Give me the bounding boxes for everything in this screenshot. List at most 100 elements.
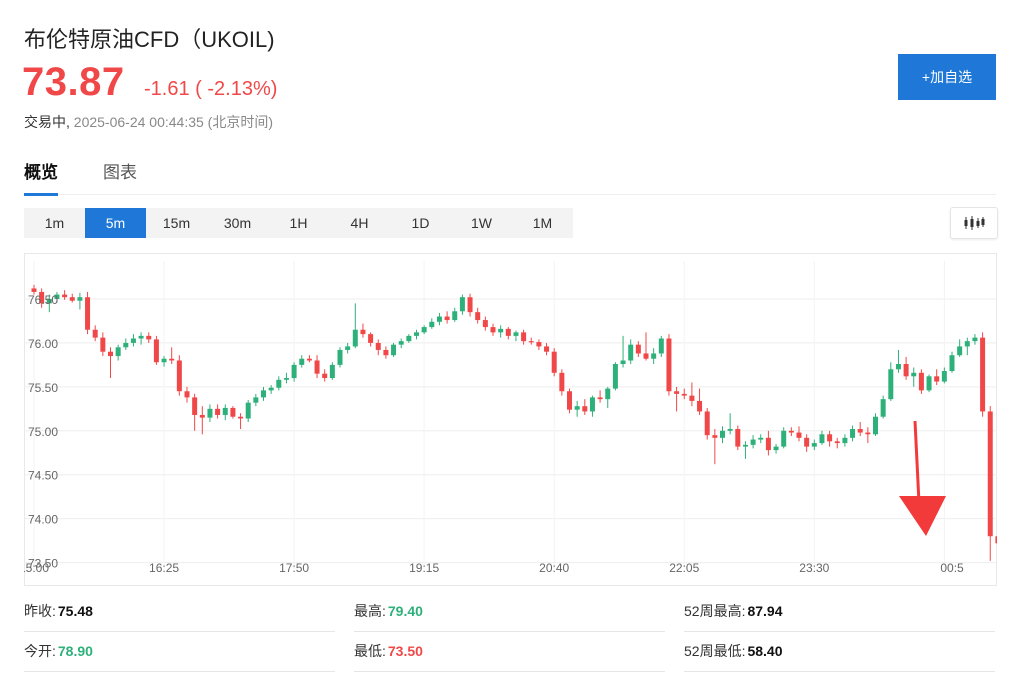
candle-body: [108, 351, 113, 357]
down-arrow-shaft: [913, 420, 921, 504]
candle-body: [551, 351, 557, 373]
candle-body: [115, 347, 121, 357]
candle-body: [490, 327, 496, 333]
stat-value: 78.90: [57, 643, 93, 659]
candle-body: [230, 407, 236, 417]
candle-body: [100, 337, 106, 352]
stat-label: 最低:: [354, 643, 386, 659]
x-tick-label: 17:50: [279, 561, 309, 575]
x-tick-label: 00:5: [940, 561, 964, 575]
period-1d[interactable]: 1D: [411, 215, 430, 231]
candle-body: [207, 408, 213, 418]
stat-open: 今开: 78.90: [24, 632, 335, 672]
candle-body: [352, 329, 358, 347]
tab-overview[interactable]: 概览: [24, 158, 58, 196]
stat-low: 最低: 73.50: [354, 632, 665, 672]
stats-row: 昨收: 75.48 最高: 79.40 52周最高: 87.94: [24, 592, 997, 632]
candle-body: [459, 297, 465, 312]
candle-body: [742, 444, 748, 447]
candle-body: [544, 346, 550, 352]
period-1mo[interactable]: 1M: [532, 215, 553, 231]
candle-body: [612, 364, 618, 389]
candle-body: [735, 429, 741, 447]
candle-body: [865, 432, 871, 435]
period-5m[interactable]: 5m: [85, 208, 146, 238]
period-1m[interactable]: 1m: [44, 215, 65, 231]
candle-body: [620, 360, 626, 364]
candle-body: [995, 536, 1001, 544]
candle-body: [987, 411, 993, 537]
candle-body: [697, 400, 703, 412]
candle-body: [589, 397, 595, 412]
candlestick-chart: 76.50 76.00 75.50 75.00 74.50 74.00 73.5015:00…: [19, 253, 1009, 586]
candle-body: [941, 371, 947, 382]
tab-bar: 概览 图表: [24, 158, 996, 196]
price-chart[interactable]: 76.50 76.00 75.50 75.00 74.50 74.00 73.5015:00…: [19, 253, 1009, 586]
period-1w[interactable]: 1W: [471, 215, 492, 231]
candle-body: [804, 437, 810, 447]
candle-body: [666, 338, 672, 392]
candle-body: [337, 349, 343, 365]
candle-body: [467, 297, 473, 313]
x-tick-label: 20:40: [539, 561, 569, 575]
candle-body: [689, 395, 695, 401]
candle-body: [368, 334, 374, 343]
candle-body: [77, 297, 83, 301]
candle-body: [957, 346, 963, 356]
instrument-title: 布伦特原油CFD（UKOIL): [24, 27, 275, 52]
stats-panel: 昨收: 75.48 最高: 79.40 52周最高: 87.94 今开: 78.90 最…: [24, 592, 997, 672]
y-tick-label: 74.50: [28, 469, 58, 483]
candle-body: [345, 346, 351, 350]
candle-body: [176, 360, 182, 392]
price-change: -1.61 ( -2.13%): [144, 78, 278, 100]
candle-body: [261, 390, 266, 398]
candle-body: [482, 320, 488, 328]
candle-body: [949, 355, 955, 372]
candle-body: [92, 329, 98, 338]
candle-body: [918, 372, 924, 391]
candle-body: [911, 372, 917, 377]
candle-body: [643, 353, 649, 359]
candle-body: [299, 358, 305, 365]
candle-body: [169, 358, 175, 361]
candle-body: [238, 416, 244, 419]
candle-body: [827, 434, 833, 442]
period-15m[interactable]: 15m: [162, 215, 191, 231]
candle-body: [819, 434, 825, 444]
candle-body: [720, 430, 725, 438]
trading-status: 交易中, 2025-06-24 00:44:35 (北京时间): [24, 112, 273, 132]
candle-body: [934, 376, 940, 382]
stat-value: 79.40: [387, 603, 423, 619]
candle-body: [444, 316, 450, 321]
candle-body: [628, 344, 634, 361]
candle-body: [429, 321, 435, 328]
candle-body: [873, 416, 878, 435]
stat-label: 52周最高:: [684, 603, 746, 619]
candle-body: [62, 294, 68, 298]
down-arrow-head: [899, 496, 946, 536]
candle-body: [360, 329, 366, 335]
period-1h[interactable]: 1H: [289, 215, 308, 231]
add-watchlist-button[interactable]: +加自选: [898, 54, 996, 100]
candle-body: [850, 429, 856, 438]
candle-body: [980, 337, 986, 412]
candle-body: [605, 388, 611, 400]
chart-type-button[interactable]: [950, 207, 998, 239]
y-tick-label: 73.50: [28, 557, 58, 571]
candle-body: [582, 406, 588, 412]
candle-body: [123, 342, 129, 348]
candle-body: [635, 344, 641, 354]
candle-body: [903, 364, 909, 377]
candle-body: [712, 435, 718, 438]
candle-body: [314, 360, 320, 374]
candle-body: [69, 297, 75, 301]
candle-body: [842, 437, 848, 444]
candle-body: [39, 291, 45, 304]
stat-value: 58.40: [747, 643, 783, 659]
candle-body: [521, 332, 527, 342]
period-30m[interactable]: 30m: [223, 215, 252, 231]
y-tick-label: 75.00: [28, 425, 58, 439]
tab-chart[interactable]: 图表: [103, 163, 137, 182]
period-4h[interactable]: 4H: [350, 215, 369, 231]
stat-label: 昨收:: [24, 603, 56, 619]
